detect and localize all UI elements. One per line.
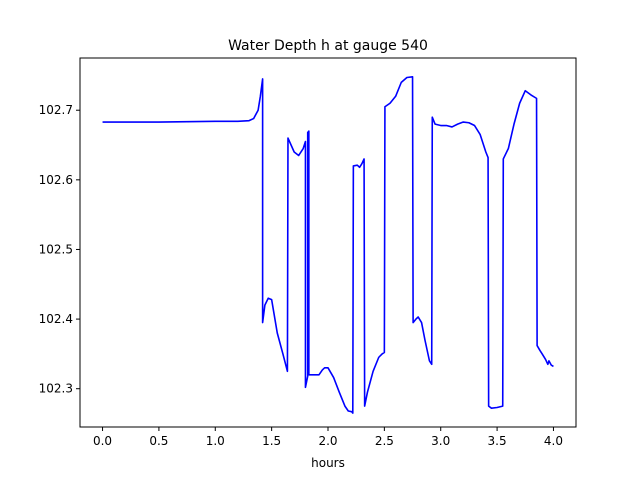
x-tick-label: 0.5 — [149, 434, 168, 448]
x-axis-label: hours — [311, 456, 345, 470]
y-axis-ticks: 102.3 102.4 102.5 102.6 102.7 — [39, 103, 80, 396]
chart-title: Water Depth h at gauge 540 — [228, 38, 428, 54]
x-axis-ticks: 0.0 0.5 1.0 1.5 2.0 2.5 3.0 3.5 4.0 — [93, 427, 563, 448]
y-tick-label: 102.4 — [39, 312, 73, 326]
x-tick-label: 1.0 — [206, 434, 225, 448]
x-tick-label: 3.5 — [488, 434, 507, 448]
axes-frame — [79, 57, 577, 428]
x-tick-label: 0.0 — [93, 434, 112, 448]
x-tick-label: 1.5 — [262, 434, 281, 448]
y-tick-label: 102.6 — [39, 173, 73, 187]
y-tick-label: 102.3 — [39, 382, 73, 396]
y-tick-label: 102.7 — [39, 103, 73, 117]
x-tick-label: 2.0 — [318, 434, 337, 448]
plot-area — [102, 76, 554, 414]
x-tick-label: 4.0 — [544, 434, 563, 448]
x-tick-label: 2.5 — [375, 434, 394, 448]
y-tick-label: 102.5 — [39, 242, 73, 256]
series-line-0 — [102, 76, 554, 414]
x-tick-label: 3.0 — [431, 434, 450, 448]
